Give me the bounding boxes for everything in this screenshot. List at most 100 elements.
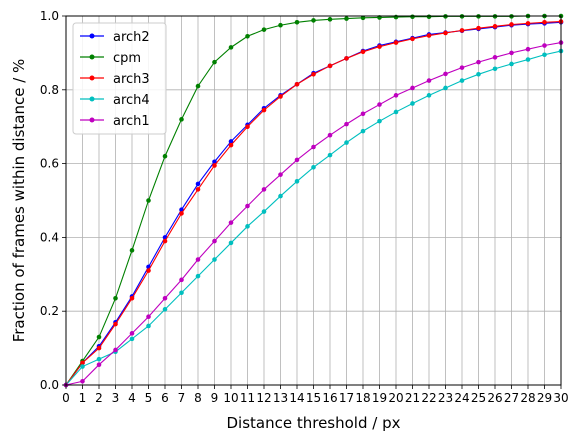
x-tick-label: 13 — [273, 391, 288, 405]
data-point — [80, 364, 85, 369]
data-point — [162, 295, 168, 301]
data-point — [129, 331, 135, 336]
data-point — [245, 224, 250, 229]
data-point — [360, 111, 366, 117]
x-axis: 0 1 2 3 4 5 6 7 8 9 10 11 12 13 14 15 16 17 18 19 20 21 22 23 24… — [62, 385, 569, 405]
data-point — [525, 46, 531, 52]
data-point — [476, 25, 481, 31]
x-tick-label: 15 — [306, 391, 321, 405]
data-point — [278, 172, 283, 177]
data-point — [245, 124, 250, 129]
x-tick-label: 6 — [161, 391, 169, 405]
data-point — [179, 277, 184, 283]
data-point — [162, 238, 168, 244]
legend-item-arch4: arch4 — [80, 93, 150, 108]
x-tick-label: 16 — [322, 391, 337, 405]
data-point — [179, 211, 184, 216]
data-point — [344, 121, 349, 127]
data-point — [294, 19, 300, 25]
x-tick-label: 12 — [256, 391, 271, 405]
data-point — [294, 179, 300, 184]
x-tick-label: 18 — [355, 391, 370, 405]
data-point — [327, 152, 333, 158]
data-point — [344, 56, 349, 61]
legend-marker — [89, 117, 95, 123]
data-point — [410, 14, 415, 20]
legend-marker — [89, 75, 95, 81]
y-tick-label: 0.4 — [40, 230, 59, 244]
data-point — [426, 33, 432, 38]
data-point — [245, 203, 250, 209]
data-point — [80, 379, 85, 384]
data-point — [80, 360, 85, 366]
data-point — [327, 63, 333, 69]
data-point — [426, 14, 432, 20]
data-point — [542, 52, 547, 58]
legend-box — [72, 22, 167, 135]
data-point — [113, 321, 118, 327]
data-point — [228, 139, 234, 144]
data-point — [410, 36, 415, 42]
legend-marker — [89, 96, 95, 102]
legend-label: arch1 — [113, 114, 150, 129]
data-point — [96, 362, 102, 368]
data-point — [443, 30, 448, 36]
data-point — [261, 187, 267, 192]
data-point — [261, 107, 267, 113]
y-tick-label: 0.2 — [40, 304, 59, 318]
legend-label: arch2 — [113, 30, 150, 45]
x-tick-label: 7 — [178, 391, 186, 405]
data-point — [311, 164, 316, 170]
x-tick-label: 21 — [405, 391, 420, 405]
data-point — [96, 334, 102, 340]
data-point — [212, 59, 217, 65]
legend-label: arch3 — [113, 72, 150, 87]
x-tick-label: 11 — [240, 391, 255, 405]
data-point — [261, 209, 267, 214]
y-axis: 0.0 0.2 0.4 0.6 0.8 1.0 — [40, 9, 66, 392]
x-tick-label: 1 — [79, 391, 87, 405]
x-tick-label: 10 — [223, 391, 238, 405]
data-point — [311, 18, 316, 23]
data-point — [476, 59, 481, 65]
x-tick-label: 19 — [372, 391, 387, 405]
data-point — [542, 19, 547, 25]
x-tick-label: 28 — [520, 391, 535, 405]
data-point — [212, 238, 217, 244]
data-point — [459, 65, 465, 70]
data-point — [278, 22, 283, 28]
data-point — [278, 94, 283, 99]
data-point — [393, 14, 399, 20]
data-point — [228, 45, 234, 50]
x-tick-label: 2 — [95, 391, 103, 405]
x-tick-label: 30 — [553, 391, 568, 405]
data-point — [476, 72, 481, 77]
data-point — [459, 78, 465, 83]
x-tick-label: 29 — [537, 391, 552, 405]
x-tick-label: 25 — [471, 391, 486, 405]
x-tick-label: 17 — [339, 391, 354, 405]
data-point — [113, 347, 118, 353]
x-tick-label: 5 — [145, 391, 153, 405]
legend-item-arch1: arch1 — [80, 114, 150, 129]
data-point — [393, 40, 399, 45]
data-point — [146, 198, 151, 203]
data-point — [96, 345, 102, 351]
data-point — [393, 109, 399, 115]
data-point — [509, 61, 514, 67]
series-arch4 — [63, 48, 564, 388]
legend-item-cpm: cpm — [80, 51, 141, 66]
data-point — [129, 248, 135, 253]
data-point — [228, 220, 234, 225]
data-point — [509, 50, 514, 56]
x-tick-label: 22 — [421, 391, 436, 405]
series-arch3 — [63, 19, 564, 388]
x-tick-label: 23 — [438, 391, 453, 405]
x-tick-label: 24 — [454, 391, 469, 405]
data-point — [426, 93, 432, 98]
data-point — [278, 193, 283, 199]
data-point — [492, 66, 498, 72]
data-point — [542, 43, 547, 48]
x-tick-label: 14 — [289, 391, 304, 405]
